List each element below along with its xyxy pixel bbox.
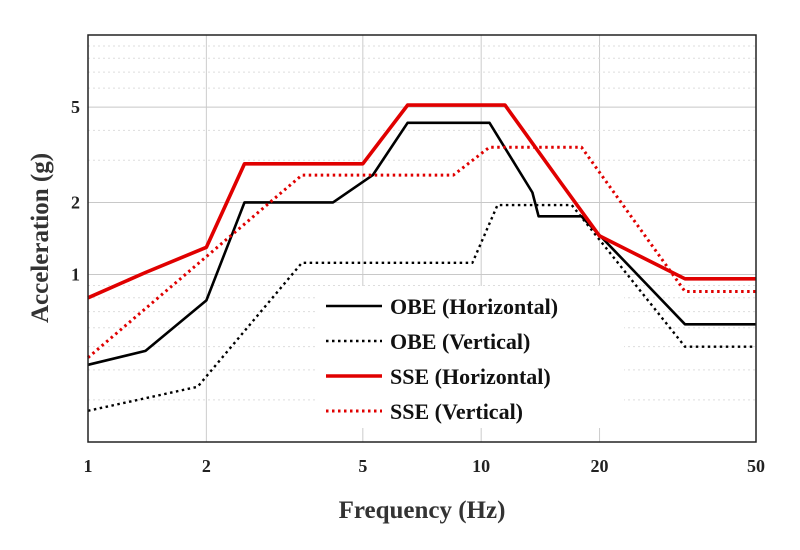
x-tick-label: 50 (747, 456, 765, 476)
grid (87, 35, 757, 442)
legend: OBE (Horizontal) OBE (Vertical) SSE (Horiz… (318, 286, 624, 428)
series-lines (87, 103, 756, 412)
x-tick-label: 1 (84, 456, 93, 476)
legend-label: OBE (Horizontal) (390, 294, 558, 319)
plot-frame (87, 34, 757, 443)
series-line-2 (87, 203, 756, 412)
y-tick-label: 1 (71, 265, 80, 285)
y-tick-label: 5 (71, 97, 80, 117)
x-tick-label: 10 (472, 456, 490, 476)
axis-ticks: 1 2 5 10 20 50 1 2 5 (71, 97, 765, 476)
legend-background (318, 286, 624, 428)
x-tick-label: 5 (358, 456, 367, 476)
series-line-1 (87, 121, 756, 367)
y-tick-label: 2 (71, 192, 80, 212)
x-tick-label: 2 (202, 456, 211, 476)
legend-label: SSE (Horizontal) (390, 364, 551, 389)
legend-label: OBE (Vertical) (390, 329, 530, 354)
series-line-3 (87, 103, 756, 300)
y-axis-title: Acceleration (g) (27, 153, 54, 323)
legend-label: SSE (Vertical) (390, 399, 523, 424)
x-axis-title: Frequency (Hz) (339, 497, 506, 524)
x-tick-label: 20 (591, 456, 609, 476)
